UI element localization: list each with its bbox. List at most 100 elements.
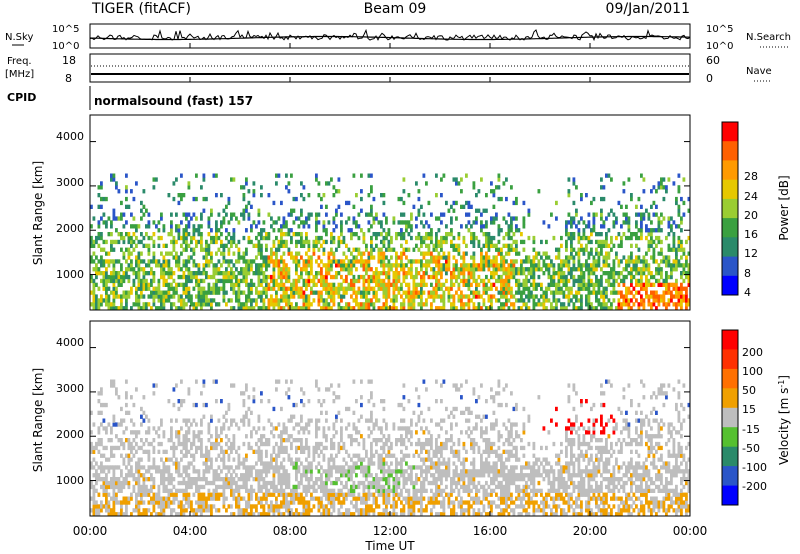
power-cell — [487, 278, 491, 284]
velocity-cell — [202, 504, 206, 509]
power-cell — [400, 228, 403, 233]
velocity-cell — [147, 477, 151, 482]
velocity-cell — [295, 457, 298, 462]
power-cell — [342, 235, 346, 241]
power-cell — [480, 294, 483, 299]
power-cell — [257, 278, 261, 284]
velocity-cell — [127, 445, 131, 451]
power-cell — [505, 298, 508, 303]
power-cell — [595, 306, 598, 311]
power-cell — [407, 232, 411, 237]
power-cell — [365, 294, 368, 299]
power-cell — [425, 235, 428, 241]
power-cell — [360, 306, 363, 311]
velocity-cell — [262, 492, 266, 497]
velocity-cell — [215, 508, 218, 513]
velocity-cell — [187, 492, 191, 497]
power-cell — [160, 216, 163, 221]
power-cell — [600, 239, 603, 245]
power-cell — [442, 282, 446, 287]
power-cell — [540, 239, 543, 245]
power-cell — [357, 286, 361, 291]
power-cell — [507, 263, 511, 268]
power-cell — [685, 294, 688, 299]
power-cell — [572, 274, 576, 280]
power-cell — [677, 189, 681, 194]
power-cell — [177, 263, 181, 268]
power-cell — [420, 204, 423, 209]
power-cell — [192, 247, 196, 252]
power-cell — [562, 278, 566, 284]
power-cell — [125, 185, 128, 190]
power-cell — [100, 271, 103, 276]
power-cell — [580, 286, 583, 291]
velocity-cell — [330, 445, 333, 451]
power-cell — [197, 239, 201, 245]
power-cell — [232, 263, 236, 268]
velocity-cell — [100, 422, 103, 427]
velocity-cell — [355, 461, 358, 466]
velocity-cell — [232, 457, 236, 462]
velocity-cell — [127, 480, 131, 486]
power-cell — [187, 274, 191, 280]
velocity-cell — [257, 469, 261, 474]
power-cell — [457, 274, 461, 280]
power-cell — [185, 247, 188, 252]
power-cell — [557, 267, 561, 272]
power-cell — [550, 212, 553, 217]
power-cell — [547, 267, 551, 272]
velocity-cell — [120, 438, 123, 443]
power-cell — [407, 290, 411, 295]
velocity-cell — [327, 492, 331, 497]
power-cell — [190, 247, 193, 252]
power-cell — [182, 259, 186, 264]
velocity-cell — [182, 492, 186, 497]
power-cell — [500, 263, 503, 268]
velocity-cell — [167, 438, 171, 443]
velocity-cell — [195, 508, 198, 513]
velocity-cell — [282, 426, 286, 431]
power-cell — [122, 278, 126, 284]
velocity-cell — [320, 465, 323, 470]
velocity-cell — [237, 508, 241, 513]
power-cell — [390, 239, 393, 245]
velocity-cell — [105, 430, 108, 435]
power-cell — [435, 173, 438, 178]
velocity-cell — [172, 445, 176, 451]
power-cell — [292, 306, 296, 311]
power-cell — [317, 181, 321, 186]
power-cell — [145, 208, 148, 213]
power-cell — [227, 263, 231, 268]
power-cell — [382, 228, 386, 233]
power-cell — [400, 212, 403, 217]
power-cell — [572, 259, 576, 264]
power-cell — [210, 259, 213, 264]
power-cell — [237, 239, 241, 245]
power-cell — [385, 274, 388, 280]
power-cell — [327, 263, 331, 268]
velocity-cell — [242, 508, 246, 513]
power-cell — [305, 298, 308, 303]
velocity-cell — [280, 406, 283, 412]
power-cell — [362, 274, 366, 280]
power-cell — [457, 282, 461, 287]
power-cell — [217, 286, 221, 291]
velocity-cell — [175, 430, 178, 435]
velocity-cell — [272, 445, 276, 451]
velocity-cell — [250, 496, 253, 501]
velocity-cell — [350, 500, 353, 505]
power-cell — [360, 208, 363, 213]
power-cell — [420, 274, 423, 280]
power-cell — [110, 173, 113, 178]
power-cell — [195, 216, 198, 221]
power-cell — [325, 181, 328, 186]
velocity-cell — [340, 438, 343, 443]
power-cell — [137, 224, 141, 229]
power-cell — [572, 278, 576, 284]
velocity-cell — [192, 480, 196, 486]
power-cell — [557, 271, 561, 276]
velocity-cell — [170, 426, 173, 431]
power-cell — [310, 259, 313, 264]
power-cell — [472, 251, 476, 256]
power-cell — [200, 286, 203, 291]
